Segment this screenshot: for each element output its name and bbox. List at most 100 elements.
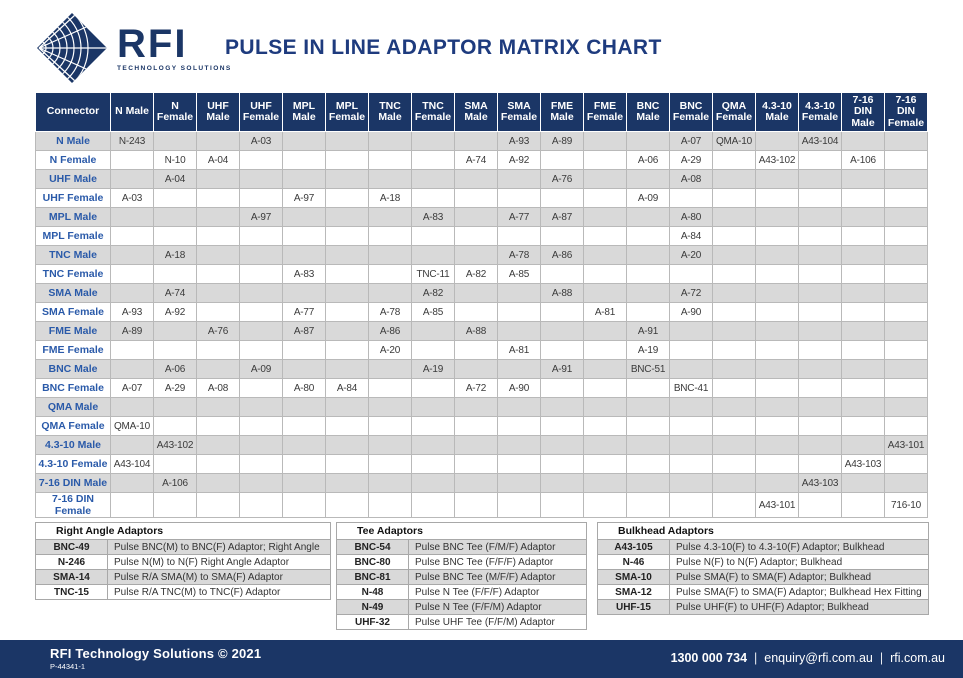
matrix-cell: A-08	[196, 378, 240, 398]
adaptor-part-number: TNC-15	[35, 584, 108, 600]
matrix-cell	[841, 397, 885, 417]
matrix-cell	[497, 492, 541, 518]
matrix-cell	[282, 207, 326, 227]
matrix-cell	[583, 245, 627, 265]
brand-name: RFI	[117, 21, 188, 66]
matrix-cell: A-81	[497, 340, 541, 360]
matrix-cell	[196, 245, 240, 265]
matrix-cell	[153, 131, 197, 151]
matrix-cell	[712, 359, 756, 379]
matrix-cell	[540, 226, 584, 246]
matrix-cell	[669, 359, 713, 379]
matrix-column-header: 7-16 DIN Female	[884, 92, 928, 132]
matrix-cell	[798, 188, 842, 208]
matrix-column-header: FME Female	[583, 92, 627, 132]
matrix-cell	[841, 169, 885, 189]
adaptor-tables: Right Angle Adaptors BNC-49 Pulse BNC(M) t…	[35, 522, 929, 630]
matrix-cell	[411, 188, 455, 208]
matrix-cell	[454, 473, 498, 493]
matrix-cell	[755, 264, 799, 284]
matrix-cell	[325, 473, 369, 493]
matrix-cell	[755, 207, 799, 227]
matrix-cell	[755, 416, 799, 436]
matrix-cell	[540, 416, 584, 436]
matrix-cell	[239, 378, 283, 398]
matrix-cell: A-86	[540, 245, 584, 265]
matrix-cell: A-09	[239, 359, 283, 379]
matrix-column-header: FME Male	[540, 92, 584, 132]
adaptor-description: Pulse SMA(F) to SMA(F) Adaptor; Bulkhead	[669, 569, 929, 585]
matrix-cell	[755, 188, 799, 208]
matrix-cell: A-06	[626, 150, 670, 170]
adaptor-row: N-48 Pulse N Tee (F/F/F) Adaptor	[336, 584, 587, 600]
matrix-cell	[841, 359, 885, 379]
matrix-row-header: FME Female	[35, 340, 111, 360]
matrix-cell	[454, 283, 498, 303]
matrix-cell	[282, 340, 326, 360]
matrix-cell: A-08	[669, 169, 713, 189]
matrix-cell	[583, 131, 627, 151]
matrix-cell	[841, 416, 885, 436]
matrix-cell	[196, 264, 240, 284]
adaptor-part-number: UHF-32	[336, 614, 409, 630]
matrix-cell	[755, 245, 799, 265]
matrix-cell: BNC-41	[669, 378, 713, 398]
adaptor-part-number: SMA-10	[597, 569, 670, 585]
adaptor-description: Pulse N Tee (F/F/F) Adaptor	[408, 584, 587, 600]
matrix-row: SMA Female A-93 A-92 A-77 A-78 A-85 A-81 A-90	[35, 302, 928, 322]
matrix-cell	[540, 264, 584, 284]
adaptor-part-number: UHF-15	[597, 599, 670, 615]
matrix-cell: A-86	[368, 321, 412, 341]
matrix-cell	[583, 378, 627, 398]
matrix-cell	[669, 435, 713, 455]
matrix-cell	[540, 321, 584, 341]
matrix-cell	[411, 340, 455, 360]
matrix-cell	[583, 264, 627, 284]
footer-phone: 1300 000 734	[670, 651, 748, 665]
adaptor-part-number: BNC-49	[35, 539, 108, 555]
matrix-cell	[196, 207, 240, 227]
matrix-cell: A-03	[239, 131, 283, 151]
matrix-cell	[798, 264, 842, 284]
matrix-cell	[755, 473, 799, 493]
adaptor-description: Pulse BNC Tee (M/F/F) Adaptor	[408, 569, 587, 585]
matrix-cell	[755, 169, 799, 189]
matrix-cell	[196, 131, 240, 151]
matrix-cell	[325, 188, 369, 208]
matrix-cell	[798, 340, 842, 360]
matrix-cell	[583, 283, 627, 303]
matrix-cell	[841, 378, 885, 398]
matrix-row: 7-16 DIN Male A-106 A43-103	[35, 473, 928, 493]
matrix-cell	[368, 416, 412, 436]
matrix-cell	[153, 321, 197, 341]
matrix-column-header: 4.3-10 Male	[755, 92, 799, 132]
matrix-cell	[454, 397, 498, 417]
adaptor-table-title: Right Angle Adaptors	[35, 522, 331, 540]
matrix-cell	[454, 435, 498, 455]
matrix-cell	[626, 226, 670, 246]
matrix-cell	[368, 397, 412, 417]
adaptor-row: UHF-32 Pulse UHF Tee (F/F/M) Adaptor	[336, 614, 587, 630]
matrix-cell	[196, 435, 240, 455]
adaptor-table-header-row: Right Angle Adaptors	[35, 522, 331, 540]
matrix-row-header: TNC Female	[35, 264, 111, 284]
matrix-cell	[841, 131, 885, 151]
adaptor-description: Pulse UHF(F) to UHF(F) Adaptor; Bulkhead	[669, 599, 929, 615]
matrix-cell: A-76	[540, 169, 584, 189]
matrix-cell: A-20	[368, 340, 412, 360]
matrix-cell	[626, 492, 670, 518]
matrix-cell	[755, 378, 799, 398]
adaptor-table-title: Tee Adaptors	[336, 522, 587, 540]
matrix-cell	[110, 264, 154, 284]
matrix-cell	[540, 492, 584, 518]
matrix-cell	[196, 454, 240, 474]
matrix-cell	[497, 283, 541, 303]
matrix-row: MPL Female A-84	[35, 226, 928, 246]
matrix-cell	[411, 492, 455, 518]
matrix-column-header: QMA Female	[712, 92, 756, 132]
matrix-cell	[583, 416, 627, 436]
adaptor-part-number: N-246	[35, 554, 108, 570]
matrix-cell	[325, 397, 369, 417]
matrix-cell	[411, 378, 455, 398]
